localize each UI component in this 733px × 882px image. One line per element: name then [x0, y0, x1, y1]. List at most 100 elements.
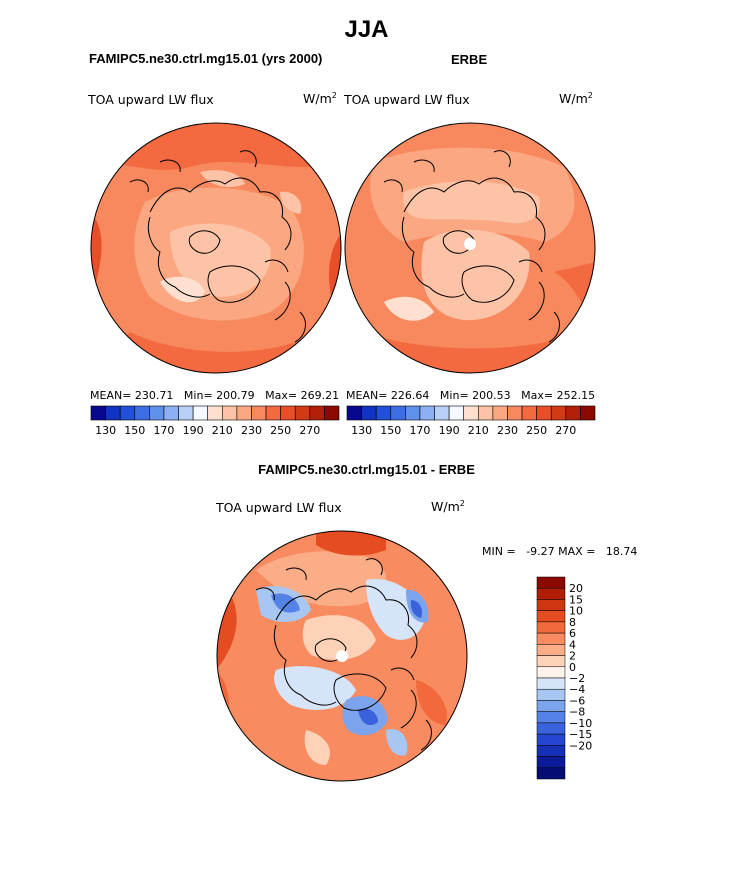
diff-colorbar-swatch [536, 644, 566, 656]
colorbar-swatch [463, 405, 479, 421]
model-variable-label: TOA upward LW flux [88, 92, 214, 107]
diff-colorbar-tick-label: −2 [569, 672, 585, 685]
colorbar-swatch [492, 405, 508, 421]
pole-missing-data-marker [336, 650, 348, 662]
colorbar-tick-label: 210 [468, 424, 489, 437]
diff-colorbar-swatch [536, 756, 566, 769]
colorbar-tick-label: 170 [409, 424, 430, 437]
colorbar-swatch [251, 405, 267, 421]
diff-colorbar-swatch [536, 632, 566, 645]
colorbar-swatch [521, 405, 537, 421]
obs-variable-label: TOA upward LW flux [344, 92, 470, 107]
pole-missing-data-marker [464, 238, 476, 250]
colorbar-tick-label: 130 [95, 424, 116, 437]
colorbar-swatch [507, 405, 523, 421]
diff-colorbar-tick-label: 4 [569, 638, 576, 651]
obs-stats: MEAN= 226.64 Min= 200.53 Max= 252.15 [346, 389, 596, 402]
model-stats: MEAN= 230.71 Min= 200.79 Max= 269.21 [90, 389, 340, 402]
diff-colorbar-tick-label: −4 [569, 683, 585, 696]
diff-variable-label: TOA upward LW flux [216, 500, 342, 515]
diff-colorbar-tick-label: −8 [569, 706, 585, 719]
colorbar-swatch [236, 405, 252, 421]
diff-colorbar-swatch [536, 700, 566, 712]
model-units-label: W/m2 [303, 91, 337, 107]
colorbar-swatch [192, 405, 209, 421]
diff-colorbar-swatch [536, 711, 566, 724]
diff-colorbar-tick-label: −10 [569, 717, 592, 730]
colorbar-swatch [149, 405, 165, 421]
colorbar-tick-label: 190 [183, 424, 204, 437]
diff-colorbar-swatch [536, 587, 566, 600]
model-polar-map [90, 122, 342, 374]
colorbar-tick-label: 170 [153, 424, 174, 437]
colorbar-swatch [221, 405, 238, 421]
colorbar-swatch [280, 405, 296, 421]
diff-colorbar-tick-label: 2 [569, 650, 576, 663]
colorbar-swatch [448, 405, 465, 421]
colorbar-swatch [419, 405, 435, 421]
colorbar-swatch [294, 405, 311, 421]
colorbar-swatch [580, 405, 596, 421]
colorbar-swatch [90, 405, 106, 421]
colorbar-tick-label: 230 [497, 424, 518, 437]
colorbar-swatch [390, 405, 406, 421]
colorbar-tick-label: 250 [526, 424, 547, 437]
model-colorbar: 130 150 170 190 210 230 250 270 [90, 405, 340, 437]
diff-min-max: MIN = -9.27 MAX = 18.74 [482, 545, 638, 558]
colorbar-tick-label: 250 [270, 424, 291, 437]
colorbar-tick-label: 150 [380, 424, 401, 437]
diff-colorbar-tick-label: 15 [569, 593, 583, 606]
colorbar-swatch [361, 405, 377, 421]
colorbar-swatch [565, 405, 581, 421]
colorbar-tick-label: 190 [439, 424, 460, 437]
colorbar-swatch [434, 405, 450, 421]
colorbar-tick-label: 270 [299, 424, 320, 437]
diff-colorbar-swatch [536, 677, 566, 690]
colorbar-swatch [265, 405, 281, 421]
diff-colorbar-tick-label: 8 [569, 616, 576, 629]
colorbar-swatch [477, 405, 494, 421]
obs-panel-header: ERBE [451, 52, 488, 67]
diff-colorbar-swatch [536, 722, 566, 735]
colorbar-tick-label: 210 [212, 424, 233, 437]
colorbar-swatch [324, 405, 340, 421]
colorbar-tick-label: 150 [124, 424, 145, 437]
obs-polar-map [344, 122, 596, 374]
colorbar-swatch [105, 405, 121, 421]
obs-colorbar: 130 150 170 190 210 230 250 270 [346, 405, 596, 437]
diff-colorbar-swatch [536, 621, 566, 634]
colorbar-swatch [536, 405, 552, 421]
diff-colorbar-tick-label: 0 [569, 661, 576, 674]
colorbar-swatch [375, 405, 392, 421]
diff-colorbar-swatch [536, 610, 566, 623]
diff-colorbar-swatch [536, 576, 566, 589]
colorbar-swatch [309, 405, 325, 421]
diff-colorbar-swatch [536, 599, 566, 611]
diff-colorbar-swatch [536, 745, 566, 757]
diff-colorbar-swatch [536, 655, 566, 668]
diff-colorbar-tick-label: −15 [569, 728, 592, 741]
diff-colorbar-tick-label: 20 [569, 582, 583, 595]
diff-colorbar-swatch [536, 767, 566, 780]
colorbar-swatch [134, 405, 150, 421]
diff-colorbar-tick-label: −20 [569, 739, 592, 752]
colorbar-swatch [178, 405, 194, 421]
diff-colorbar-swatch [536, 666, 566, 679]
colorbar-swatch [207, 405, 223, 421]
colorbar-tick-label: 130 [351, 424, 372, 437]
colorbar-swatch [405, 405, 421, 421]
diff-colorbar-swatch [536, 733, 566, 746]
diff-colorbar-tick-label: 6 [569, 627, 576, 640]
colorbar-swatch [550, 405, 567, 421]
diff-panel-header: FAMIPC5.ne30.ctrl.mg15.01 - ERBE [258, 462, 475, 477]
colorbar-swatch [346, 405, 362, 421]
page-title: JJA [344, 16, 389, 43]
diff-colorbar-swatch [536, 688, 566, 701]
diff-colorbar-tick-label: −6 [569, 694, 585, 707]
diff-colorbar-tick-label: 10 [569, 605, 583, 618]
obs-units-label: W/m2 [559, 91, 593, 107]
diff-polar-map [216, 530, 468, 782]
colorbar-tick-label: 230 [241, 424, 262, 437]
colorbar-swatch [119, 405, 136, 421]
